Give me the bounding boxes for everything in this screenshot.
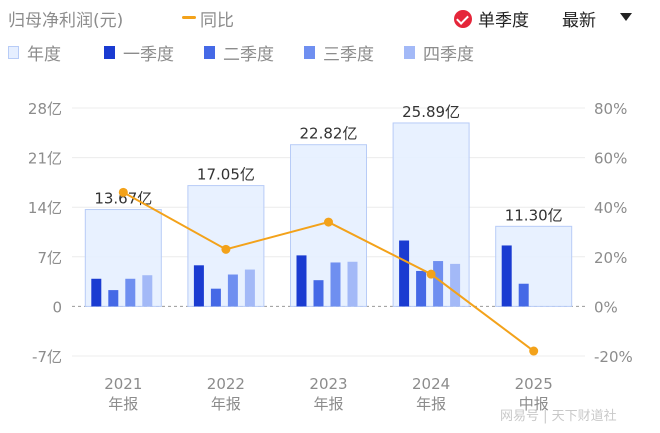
single-quarter-toggle[interactable]: 单季度 bbox=[478, 11, 529, 31]
x-tick-label-year: 2023 bbox=[309, 375, 347, 393]
y-right-tick-label: 0% bbox=[594, 298, 618, 316]
x-tick-label-report: 年报 bbox=[108, 395, 138, 413]
quarter-bar bbox=[296, 255, 307, 307]
quarter-bar bbox=[125, 278, 136, 307]
y-left-tick-label: -7亿 bbox=[32, 348, 62, 366]
yoy-legend-line-icon bbox=[182, 16, 196, 19]
y-left-tick-label: 0 bbox=[52, 298, 62, 316]
annual-value-label: 25.89亿 bbox=[402, 103, 460, 121]
y-left-tick-label: 21亿 bbox=[28, 150, 62, 168]
quarter-bar bbox=[313, 280, 324, 307]
legend-annual-swatch bbox=[8, 46, 19, 59]
annual-value-label: 17.05亿 bbox=[197, 166, 255, 184]
quarter-bar bbox=[244, 269, 255, 307]
x-tick-label-year: 2025 bbox=[515, 375, 553, 393]
chart-title: 归母净利润(元) bbox=[8, 11, 124, 31]
caret-down-icon[interactable] bbox=[620, 13, 632, 21]
legend-q3[interactable]: 三季度 bbox=[304, 40, 374, 65]
sort-latest-dropdown[interactable]: 最新 bbox=[562, 11, 596, 31]
x-tick-label-report: 年报 bbox=[211, 395, 241, 413]
x-tick-label-year: 2024 bbox=[412, 375, 450, 393]
legend-q4-label: 四季度 bbox=[423, 45, 474, 65]
y-right-tick-label: 40% bbox=[594, 199, 627, 217]
yoy-point bbox=[324, 217, 333, 227]
y-right-tick-label: 80% bbox=[594, 100, 627, 118]
x-tick-label-report: 中报 bbox=[519, 395, 549, 413]
legend-q2-label: 二季度 bbox=[223, 45, 274, 65]
annual-value-label: 11.30亿 bbox=[505, 206, 563, 224]
legend-q1-swatch bbox=[104, 46, 115, 59]
quarter-bar bbox=[501, 245, 512, 307]
y-right-tick-label: 60% bbox=[594, 150, 627, 168]
yoy-point bbox=[118, 187, 128, 197]
legend-q4[interactable]: 四季度 bbox=[404, 40, 474, 65]
quarter-bar bbox=[193, 265, 204, 307]
quarter-bar bbox=[399, 240, 410, 307]
quarter-bar bbox=[91, 278, 102, 307]
legend-q3-label: 三季度 bbox=[323, 45, 374, 65]
legend-q4-swatch bbox=[404, 46, 415, 59]
legend-annual-label: 年度 bbox=[27, 45, 61, 65]
y-left-tick-label: 14亿 bbox=[28, 199, 62, 217]
quarter-bar bbox=[433, 261, 444, 307]
yoy-point bbox=[426, 269, 436, 279]
legend-q1-label: 一季度 bbox=[123, 45, 174, 65]
x-tick-label-year: 2021 bbox=[104, 375, 142, 393]
annual-value-label: 13.67亿 bbox=[94, 190, 152, 208]
watermark: 网易号 | 天下财道社 bbox=[500, 409, 617, 424]
yoy-point bbox=[529, 346, 539, 356]
y-left-tick-label: 28亿 bbox=[28, 100, 62, 118]
y-right-tick-label: -20% bbox=[594, 348, 633, 366]
quarter-bar bbox=[210, 288, 221, 307]
x-tick-label-report: 年报 bbox=[416, 395, 446, 413]
legend-q3-swatch bbox=[304, 46, 315, 59]
y-left-tick-label: 7亿 bbox=[37, 249, 62, 267]
checkmark-circle-icon[interactable] bbox=[454, 10, 472, 28]
quarter-bar bbox=[450, 263, 461, 307]
legend-annual[interactable]: 年度 bbox=[8, 40, 61, 65]
legend-q1[interactable]: 一季度 bbox=[104, 40, 174, 65]
yoy-point bbox=[221, 244, 231, 254]
yoy-legend-label[interactable]: 同比 bbox=[200, 11, 234, 31]
quarter-bar bbox=[142, 275, 153, 307]
quarter-bar bbox=[108, 290, 119, 307]
quarter-bar bbox=[416, 270, 427, 307]
y-right-tick-label: 20% bbox=[594, 249, 627, 267]
quarter-bar bbox=[347, 261, 358, 307]
annual-value-label: 22.82亿 bbox=[300, 125, 358, 143]
legend-q2[interactable]: 二季度 bbox=[204, 40, 274, 65]
legend-q2-swatch bbox=[204, 46, 215, 59]
quarter-bar bbox=[330, 262, 341, 307]
quarter-bar bbox=[227, 274, 238, 307]
x-tick-label-report: 年报 bbox=[313, 395, 343, 413]
x-tick-label-year: 2022 bbox=[207, 375, 245, 393]
quarter-bar bbox=[518, 283, 529, 307]
